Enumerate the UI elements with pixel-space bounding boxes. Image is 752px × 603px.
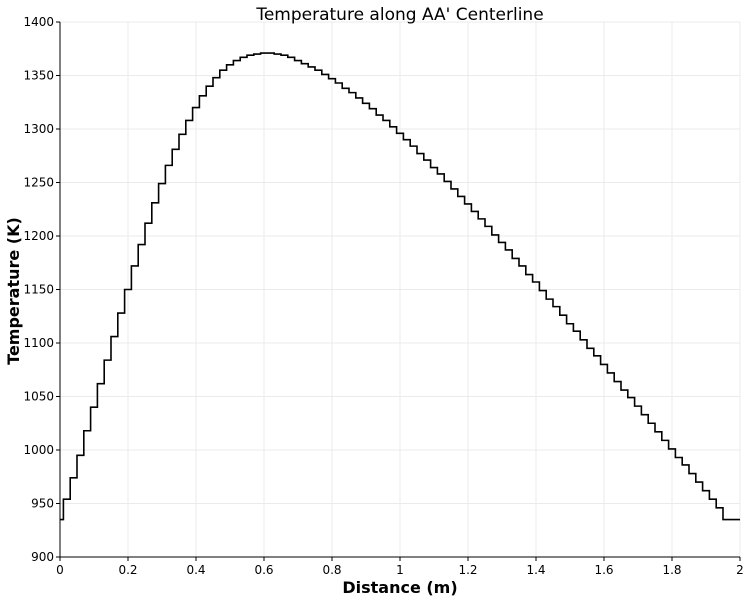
- y-tick-label: 1250: [23, 176, 54, 190]
- series: [60, 52, 740, 521]
- x-tick-label: 1.4: [526, 563, 545, 577]
- x-tick-label: 1.8: [662, 563, 681, 577]
- y-tick-label: 1400: [23, 15, 54, 29]
- tick-labels: 900 950 1000 1050 1100 1150 1200 1250 1300 1350 14…: [23, 15, 743, 577]
- x-tick-label: 1: [396, 563, 404, 577]
- x-tick-label: 2: [736, 563, 744, 577]
- x-tick-label: 1.2: [458, 563, 477, 577]
- axes: [56, 21, 741, 561]
- x-tick-label: 1.6: [594, 563, 613, 577]
- series-line: [60, 52, 740, 521]
- chart-title: Temperature along AA' Centerline: [255, 5, 543, 25]
- y-tick-label: 1150: [23, 283, 54, 297]
- y-axis-title: Temperature (K): [4, 217, 23, 365]
- y-tick-label: 900: [31, 550, 54, 564]
- y-tick-label: 1350: [23, 69, 54, 83]
- x-axis-title: Distance (m): [342, 578, 457, 597]
- y-tick-label: 1200: [23, 229, 54, 243]
- y-tick-label: 1300: [23, 122, 54, 136]
- x-tick-label: 0.8: [322, 563, 341, 577]
- y-tick-label: 1000: [23, 443, 54, 457]
- grid: [60, 21, 741, 557]
- x-tick-label: 0: [56, 563, 64, 577]
- x-tick-label: 0.4: [186, 563, 205, 577]
- y-tick-label: 950: [31, 497, 54, 511]
- y-tick-label: 1050: [23, 390, 54, 404]
- x-tick-label: 0.2: [118, 563, 137, 577]
- y-tick-label: 1100: [23, 336, 54, 350]
- x-tick-label: 0.6: [254, 563, 273, 577]
